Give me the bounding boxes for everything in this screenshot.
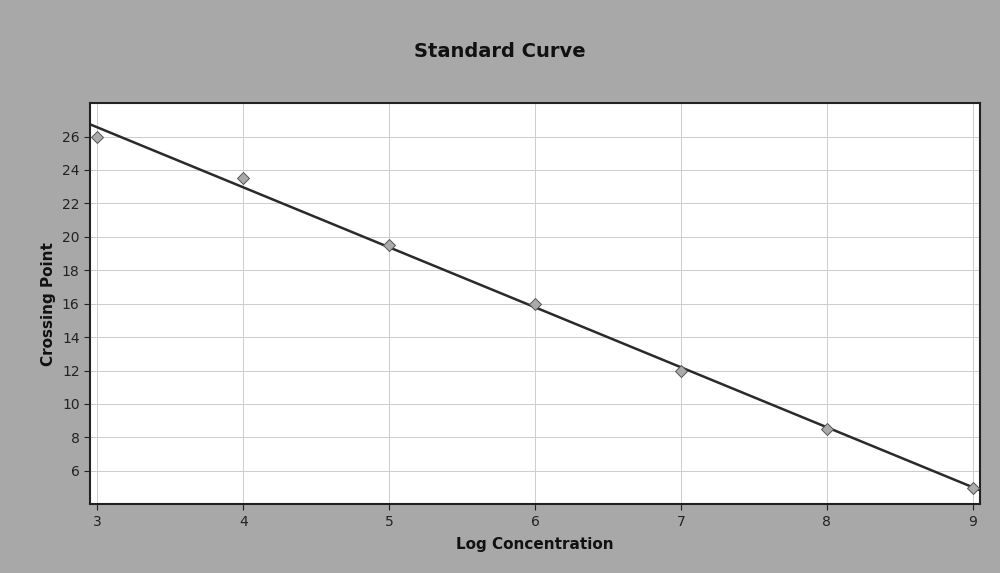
X-axis label: Log Concentration: Log Concentration <box>456 537 614 552</box>
Y-axis label: Crossing Point: Crossing Point <box>41 242 56 366</box>
Text: Standard Curve: Standard Curve <box>414 42 586 61</box>
